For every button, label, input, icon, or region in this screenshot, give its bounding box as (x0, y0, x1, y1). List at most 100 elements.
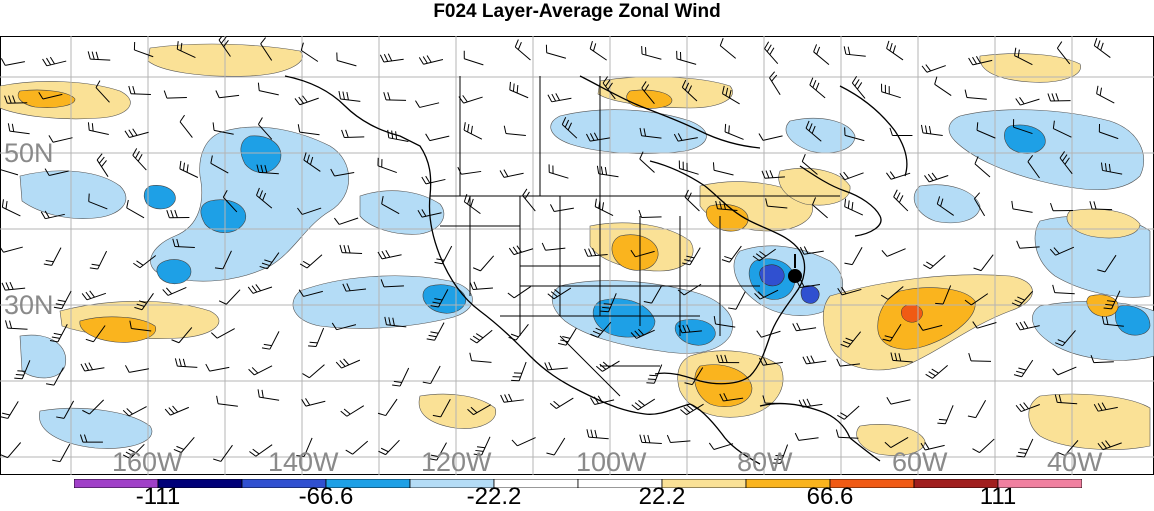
wind-barb-icon (641, 81, 655, 104)
colorbar-segment (997, 479, 1082, 488)
wind-barb-icon (247, 284, 273, 294)
wind-barb-icon (503, 125, 526, 137)
wind-barb-icon (508, 323, 529, 341)
wind-barb-icon (422, 365, 441, 385)
wind-barb-icon (85, 325, 106, 343)
wind-barb-icon (886, 397, 911, 405)
wind-barb-icon (378, 439, 400, 456)
wind-barb-icon (594, 198, 614, 217)
wind-barb-icon (124, 128, 149, 138)
wind-barb-icon (432, 399, 451, 418)
wind-barb-icon (261, 331, 280, 350)
wind-barb-icon (383, 92, 407, 101)
wind-barb-icon (934, 76, 952, 96)
wind-barb-icon (754, 289, 779, 300)
wind-barb-icon (813, 44, 830, 65)
wind-barb-icon (463, 50, 484, 66)
wind-barb-icon (715, 200, 738, 211)
wind-barb-icon (764, 41, 779, 64)
wind-barb-icon (384, 316, 407, 328)
wind-barb-icon (802, 355, 827, 365)
wind-barb-icon (1100, 162, 1123, 175)
wind-barb-icon (1054, 394, 1078, 405)
lon-label-60w: 60W (892, 447, 948, 477)
wind-barb-icon (218, 36, 231, 57)
wind-barb-icon (1, 199, 21, 217)
wind-barb-icon (257, 82, 279, 96)
colorbar-label: 111 (979, 483, 1017, 510)
wind-barb-icon (721, 85, 740, 105)
wind-barb-icon (840, 331, 862, 348)
wind-barb-icon (302, 364, 325, 379)
lon-label-160w: 160W (112, 447, 183, 477)
wind-barb-icon (967, 399, 987, 419)
wind-barb-icon (4, 95, 28, 104)
wind-barb-icon (300, 42, 319, 62)
wind-barb-icon (918, 323, 943, 331)
wind-barb-icon (836, 358, 860, 367)
wind-barb-icon (673, 133, 698, 142)
wind-barb-icon (590, 321, 612, 338)
wind-barb-icon (1015, 97, 1040, 106)
wind-barb-icon (677, 283, 702, 296)
wind-barb-icon (294, 95, 319, 106)
colorbar-label: -66.6 (298, 483, 354, 510)
wind-barb-icon (171, 327, 193, 344)
wind-barb-icon (596, 165, 619, 178)
wind-barb-icon (212, 122, 234, 135)
wind-barb-icon (558, 327, 577, 346)
wind-barb-icon (681, 79, 698, 102)
wind-barb-icon (457, 166, 482, 175)
wind-barb-icon (81, 290, 107, 301)
lat-label-30n: 30N (4, 290, 54, 320)
wind-barb-icon (418, 55, 444, 65)
wind-barb-icon (248, 365, 273, 376)
wind-barb-icon (712, 162, 734, 176)
colorbar-label: 22.2 (638, 483, 686, 510)
wind-barb-icon (297, 207, 322, 215)
wind-barb-icon (463, 194, 481, 215)
wind-barb-icon (595, 360, 620, 372)
wind-barb-icon (792, 322, 817, 332)
wind-barb-icon (682, 247, 701, 266)
wind-barb-icon (499, 169, 524, 178)
wind-barb-icon (1055, 330, 1076, 347)
wind-barb-icon (377, 250, 402, 260)
wind-barb-icon (129, 320, 152, 332)
wind-barb-icon (937, 405, 954, 425)
wind-barb-icon (43, 247, 62, 266)
wind-barb-icon (222, 190, 238, 213)
wind-barb-icon (631, 398, 656, 411)
wind-barb-icon (639, 434, 662, 444)
wind-barb-icon (881, 83, 901, 99)
wind-barb-icon (463, 122, 483, 140)
wind-barb-icon (972, 438, 995, 454)
wind-barb-icon (179, 160, 199, 178)
wind-barb-icon (1059, 151, 1073, 175)
wind-barb-icon (210, 328, 235, 339)
wind-barb-icon (666, 434, 691, 443)
wind-barb-icon (1093, 402, 1118, 412)
wind-barb-icon (549, 397, 574, 409)
wind-barb-icon (507, 286, 531, 299)
wind-barb-icon (133, 255, 157, 269)
wind-barb-icon (500, 393, 524, 403)
wind-barb-icon (174, 358, 198, 368)
wind-barb-icon (256, 164, 279, 175)
map-title: F024 Layer-Average Zonal Wind (433, 1, 721, 22)
wind-barb-icon (341, 129, 365, 138)
wind-barb-icon (547, 93, 572, 103)
wind-barb-icon (380, 279, 404, 288)
wind-barb-icon (920, 124, 943, 137)
wind-barb-icon (880, 286, 904, 300)
wind-barb-icon (1097, 254, 1117, 273)
wind-barb-icon (719, 393, 744, 402)
wind-barb-icon (48, 135, 73, 143)
wind-barb-icon (1011, 200, 1033, 213)
wind-barb-icon (40, 210, 65, 220)
wind-barb-icon (639, 151, 655, 173)
wind-barb-icon (415, 100, 440, 108)
wind-barb-icon (522, 188, 536, 212)
wind-barb-icon (132, 148, 147, 171)
wind-barb-icon (214, 250, 232, 270)
